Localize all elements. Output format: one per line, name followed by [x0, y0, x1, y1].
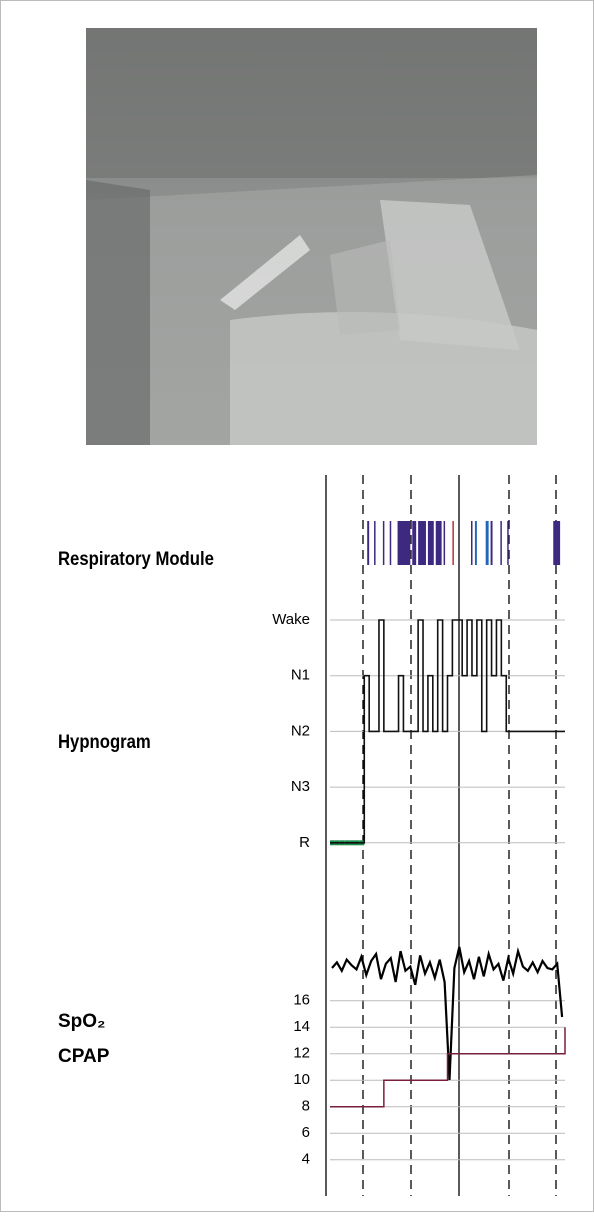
y-tick-label: 16 — [293, 992, 310, 1009]
y-tick-label: N3 — [291, 778, 310, 795]
respiratory-event — [427, 521, 434, 565]
respiratory-event — [500, 521, 502, 565]
respiratory-event — [507, 521, 509, 565]
respiratory-event — [397, 521, 411, 565]
y-tick-label: 10 — [293, 1071, 310, 1088]
panel-label: Respiratory Module — [58, 548, 214, 569]
respiratory-event — [490, 521, 493, 565]
panel-label: SpO₂ — [58, 1011, 106, 1032]
video-still — [86, 28, 537, 445]
y-tick-label: N1 — [291, 667, 310, 684]
respiratory-event — [367, 521, 370, 565]
y-tick-label: Wake — [272, 611, 310, 628]
respiratory-event — [474, 521, 477, 565]
respiratory-event — [382, 521, 385, 565]
respiratory-event — [418, 521, 426, 565]
y-tick-label: N2 — [291, 722, 310, 739]
respiratory-event — [435, 521, 442, 565]
y-tick-label: R — [299, 834, 310, 851]
panel-label: CPAP — [58, 1046, 110, 1067]
time-markers — [325, 475, 557, 1196]
respiratory-event — [485, 521, 489, 565]
respiratory-event — [443, 521, 446, 565]
respiratory-event — [471, 521, 473, 565]
y-tick-label: 4 — [302, 1151, 310, 1168]
respiratory-event — [553, 521, 561, 565]
y-tick-label: 12 — [293, 1045, 310, 1062]
spo2-trace — [331, 946, 564, 1081]
cpap-line — [330, 1027, 566, 1108]
panel-label: Hypnogram — [58, 731, 151, 752]
hypnogram-line — [330, 619, 565, 844]
respiratory-event — [374, 521, 376, 565]
respiratory-event — [452, 521, 454, 565]
y-tick-label: 8 — [302, 1098, 310, 1115]
y-tick-label: 6 — [302, 1124, 310, 1141]
respiratory-event — [389, 521, 392, 565]
y-tick-label: 14 — [293, 1018, 310, 1035]
plots: Wake N1 N2 N3 R 16 14 12 10 8 6 4 — [272, 521, 566, 1168]
respiratory-event — [412, 521, 417, 565]
